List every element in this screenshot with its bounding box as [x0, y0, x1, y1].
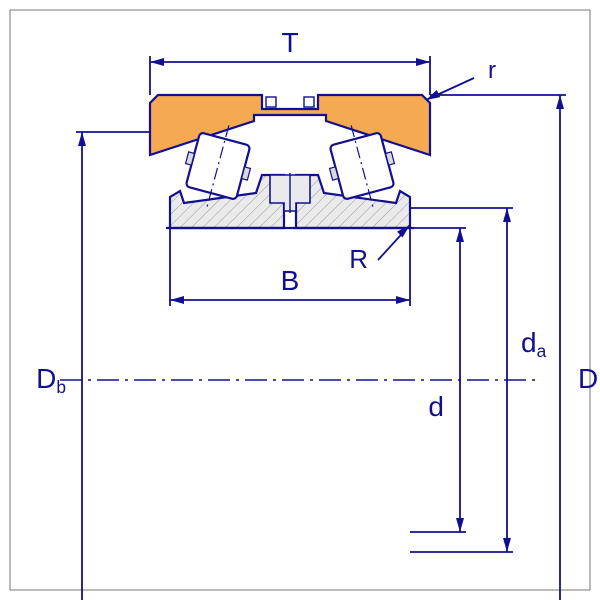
bearing-cross-section: T B Db Dda d r R [36, 27, 598, 600]
dim-label-da: da [521, 327, 547, 361]
dim-label-r: r [488, 57, 496, 84]
dim-label-Db: Db [36, 363, 66, 397]
dim-label-D: D [578, 363, 598, 394]
dim-label-R: R [349, 244, 368, 274]
outer-race [150, 95, 430, 155]
dim-label-T: T [281, 27, 298, 58]
dim-label-B: B [281, 265, 300, 296]
dim-label-d: d [428, 391, 444, 422]
